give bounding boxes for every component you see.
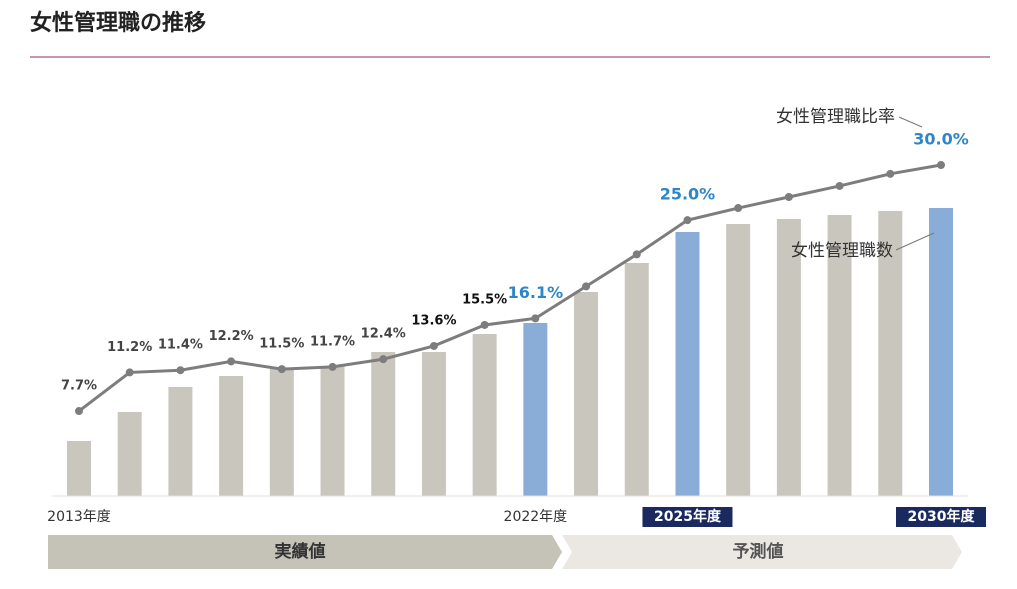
- data-label: 16.1%: [508, 283, 564, 302]
- bar: [878, 211, 903, 496]
- bar: [269, 369, 294, 496]
- chart-title: 女性管理職の推移: [30, 10, 206, 36]
- bar: [371, 352, 396, 496]
- phase-band: [562, 535, 962, 569]
- phase-label: 実績値: [275, 541, 326, 562]
- rate-point: [328, 362, 337, 371]
- x-tick-label: 2025年度: [654, 508, 722, 525]
- legend-label: 女性管理職比率: [776, 107, 895, 127]
- rate-point: [734, 204, 743, 213]
- data-label: 25.0%: [660, 185, 716, 204]
- bar: [67, 441, 91, 496]
- data-label: 12.4%: [361, 327, 406, 342]
- rate-point: [582, 282, 591, 291]
- bar: [776, 219, 801, 496]
- data-label: 11.5%: [259, 337, 304, 352]
- rate-point: [125, 368, 134, 377]
- rate-point: [784, 192, 793, 201]
- bar: [219, 376, 244, 496]
- data-label: 12.2%: [209, 329, 254, 344]
- bar: [421, 352, 446, 496]
- x-tick-label: 2030年度: [908, 508, 976, 525]
- rate-point: [176, 366, 185, 375]
- callout: [898, 116, 923, 128]
- rate-point: [531, 314, 540, 323]
- x-tick-label: 2013年度: [47, 509, 111, 525]
- rate-line: [78, 163, 942, 413]
- bar: [726, 224, 751, 496]
- rate-point: [835, 181, 844, 190]
- rate-point: [227, 357, 236, 366]
- bar: [624, 263, 649, 496]
- bar: [675, 232, 700, 496]
- bar: [574, 292, 599, 496]
- category-box: [642, 507, 733, 527]
- x-tick-label: 2022年度: [504, 509, 568, 525]
- data-label: 11.7%: [310, 334, 355, 349]
- bar: [472, 334, 497, 496]
- bar: [827, 215, 852, 496]
- callout: [895, 232, 935, 251]
- rate-point: [480, 320, 489, 329]
- rate-point: [429, 341, 438, 350]
- bar: [320, 366, 345, 496]
- bar: [523, 323, 548, 496]
- phase-label: 予測値: [733, 541, 784, 562]
- bar: [929, 208, 953, 496]
- data-label: 15.5%: [462, 292, 507, 307]
- category-box: [896, 507, 986, 527]
- data-label: 11.2%: [107, 340, 152, 355]
- data-label: 30.0%: [913, 130, 969, 149]
- rate-point: [277, 365, 286, 374]
- rate-point: [632, 250, 641, 259]
- rate-point: [683, 216, 692, 225]
- rate-point: [937, 161, 945, 169]
- bar: [168, 387, 193, 496]
- rate-point: [886, 169, 895, 178]
- data-label: 7.7%: [61, 379, 97, 394]
- rate-point: [75, 407, 83, 416]
- data-label: 13.6%: [411, 313, 456, 328]
- rate-point: [379, 355, 388, 364]
- bar: [117, 412, 142, 496]
- data-label: 11.4%: [158, 338, 203, 353]
- phase-band: [48, 535, 562, 569]
- legend-label: 女性管理職数: [791, 241, 893, 261]
